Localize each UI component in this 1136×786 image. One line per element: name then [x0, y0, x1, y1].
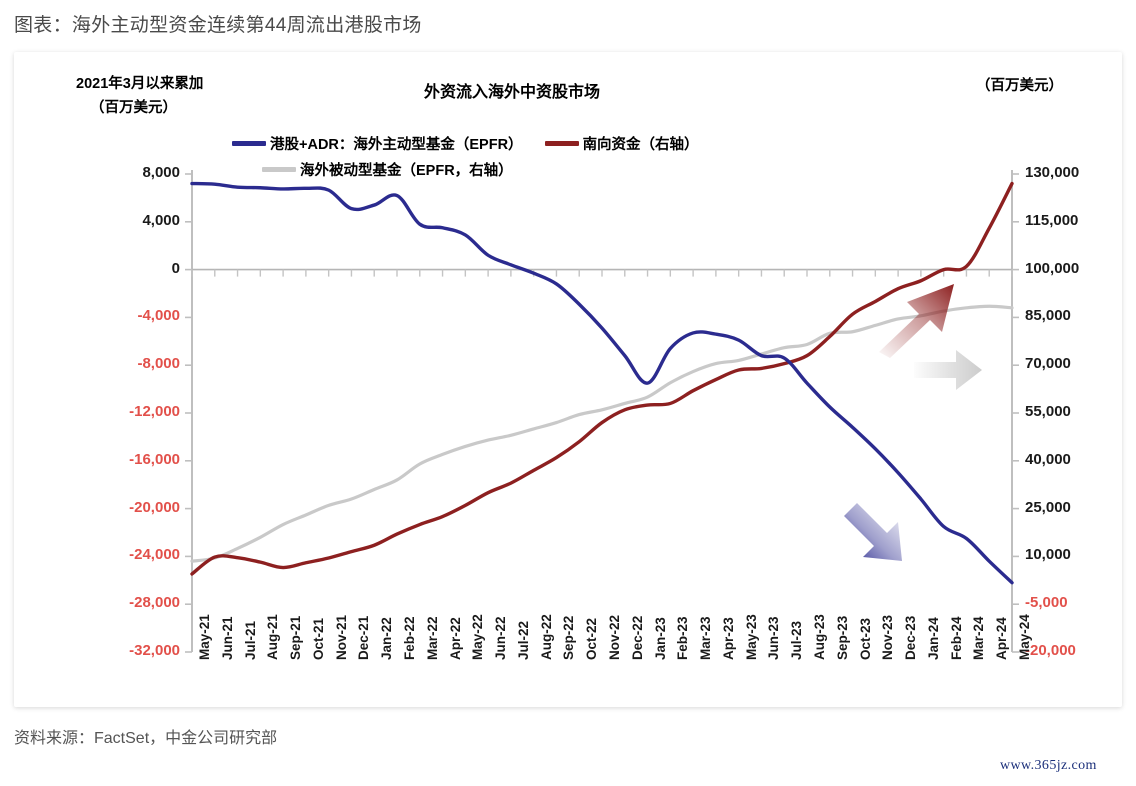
- right-axis-tick-label: 10,000: [1025, 546, 1071, 564]
- left-axis-tick-label: -12,000: [129, 403, 180, 420]
- series-layer: [190, 181, 1014, 585]
- x-axis-tick-label: Jan-23: [652, 617, 668, 660]
- chart-legend: 港股+ADR：海外主动型基金（EPFR） 南向资金（右轴） 海外被动型基金（EP…: [232, 130, 992, 182]
- x-axis-tick-label: Nov-22: [607, 614, 622, 660]
- red-up-arrow-icon: [879, 284, 954, 358]
- x-axis-tick-label: Aug-22: [538, 614, 554, 660]
- x-axis-tick-label: Aug-23: [812, 614, 827, 660]
- x-axis-tick-label: May-22: [470, 614, 486, 660]
- x-axis-tick-label: Oct-23: [857, 617, 873, 660]
- legend-row-2: 海外被动型基金（EPFR，右轴）: [262, 156, 992, 182]
- x-axis-tick-label: Dec-21: [356, 615, 372, 660]
- right-axis-unit: （百万美元）: [976, 78, 1063, 94]
- x-axis-tick-label: Mar-22: [424, 616, 440, 660]
- x-axis-tick-label: Feb-22: [402, 616, 417, 660]
- legend-row-1: 港股+ADR：海外主动型基金（EPFR） 南向资金（右轴）: [232, 130, 992, 156]
- x-axis-tick-label: Mar-24: [971, 616, 987, 660]
- right-axis-tick-label: 55,000: [1025, 403, 1071, 420]
- x-axis-tick-label: Feb-24: [948, 616, 964, 660]
- x-axis-tick-label: Apr-23: [720, 617, 736, 660]
- x-axis-tick-label: Apr-24: [994, 617, 1010, 660]
- right-axis-tick-label: 100,000: [1025, 259, 1080, 277]
- source-note: 资料来源：FactSet，中金公司研究部: [14, 730, 278, 747]
- plot-area: 8,000 4,000 0 -4,000 -8,000 -12,000 -16,000 -20…: [14, 52, 1122, 707]
- x-axis-tick-label: Sep-23: [834, 615, 850, 660]
- left-axis-tick-label: -4,000: [137, 307, 180, 325]
- x-axis-tick-label: Jul-23: [789, 620, 805, 660]
- legend-swatch-active-funds: [232, 140, 266, 146]
- watermark: www.365jz.com: [1000, 758, 1097, 773]
- series-line-active-funds: [190, 181, 1014, 585]
- x-axis-tick-label: Jan-24: [925, 617, 941, 660]
- legend-swatch-passive-funds: [262, 166, 296, 172]
- legend-swatch-southbound: [544, 140, 579, 146]
- x-axis-tick-label: Sep-22: [561, 615, 577, 660]
- legend-label-active-funds: 港股+ADR：海外主动型基金（EPFR）: [270, 136, 523, 153]
- left-axis-tick-label: -24,000: [129, 546, 180, 564]
- plot-title: 外资流入海外中资股市场: [424, 84, 601, 101]
- legend-item-active-funds[interactable]: 港股+ADR：海外主动型基金（EPFR）: [232, 133, 523, 154]
- annotation-layer: [844, 284, 982, 561]
- series-line-southbound: [190, 181, 1014, 576]
- x-axis-tick-label: May-21: [197, 614, 212, 660]
- right-axis-tick-label: 115,000: [1025, 211, 1079, 229]
- left-axis-tick-label: 4,000: [142, 211, 180, 229]
- x-axis-tick-label: Apr-22: [447, 617, 463, 660]
- left-axis-tick-label: 0: [171, 259, 180, 277]
- right-axis-tick-label: -5,000: [1025, 594, 1068, 612]
- x-axis-tick-label: Jun-23: [766, 616, 782, 660]
- x-axis-tick-label: Aug-21: [265, 614, 281, 660]
- x-axis-tick-label: Oct-21: [310, 617, 326, 660]
- x-axis-tick-label: Nov-23: [880, 614, 896, 660]
- x-axis-tick-label: May-23: [743, 614, 759, 660]
- right-axis-tick-label: 85,000: [1025, 307, 1071, 325]
- legend-label-southbound: 南向资金（右轴）: [582, 136, 699, 153]
- x-axis-tick-label: Sep-21: [288, 615, 304, 660]
- blue-down-arrow-icon: [844, 503, 902, 561]
- x-axis-tick-label: Dec-22: [629, 615, 645, 660]
- right-axis-tick-label: 25,000: [1025, 498, 1071, 516]
- x-axis-tick-label: Jun-21: [219, 616, 235, 660]
- chart-canvas: [185, 170, 1019, 653]
- page-title: 图表：海外主动型资金连续第44周流出港股市场: [14, 15, 422, 36]
- x-axis-tick-label: Dec-23: [903, 615, 919, 660]
- x-axis-tick-label: Jan-22: [379, 617, 395, 660]
- left-axis-tick-label: -8,000: [137, 355, 180, 373]
- left-axis-tick-label: -16,000: [129, 450, 180, 468]
- left-axis-unit: （百万美元）: [90, 100, 177, 116]
- right-axis-tick-label: 70,000: [1025, 355, 1071, 373]
- gray-right-arrow-icon: [914, 350, 982, 390]
- chart-figure-card: 2021年3月以来累加 （百万美元） 外资流入海外中资股市场 （百万美元） 港股…: [14, 52, 1122, 707]
- right-axis-tick-label: 130,000: [1025, 164, 1080, 181]
- left-axis-note: 2021年3月以来累加: [76, 76, 204, 92]
- legend-label-passive-funds: 海外被动型基金（EPFR，右轴）: [300, 162, 513, 179]
- x-axis-tick-label: Mar-23: [698, 616, 714, 660]
- x-axis-tick-label: Jul-21: [242, 620, 258, 660]
- axes-layer: [185, 170, 1019, 653]
- series-line-passive-funds: [190, 304, 1014, 563]
- left-axis-tick-label: 8,000: [142, 164, 180, 181]
- legend-item-passive-funds[interactable]: 海外被动型基金（EPFR，右轴）: [262, 159, 513, 180]
- x-axis-tick-label: Feb-23: [675, 616, 691, 660]
- legend-item-southbound[interactable]: 南向资金（右轴）: [544, 133, 699, 154]
- x-axis-tick-label: Nov-21: [333, 614, 349, 660]
- left-axis-tick-label: -32,000: [129, 642, 180, 659]
- left-axis-tick-label: -20,000: [129, 498, 180, 516]
- x-axis-tick-label: Jul-22: [515, 620, 531, 660]
- left-axis-tick-label: -28,000: [129, 594, 180, 612]
- x-axis-tick-label: Jun-22: [493, 616, 509, 660]
- right-axis-tick-label: 40,000: [1025, 450, 1071, 468]
- right-axis-tick-label: -20,000: [1025, 642, 1076, 659]
- x-axis-tick-label: May-24: [1017, 614, 1032, 660]
- x-axis-tick-label: Oct-22: [584, 617, 600, 660]
